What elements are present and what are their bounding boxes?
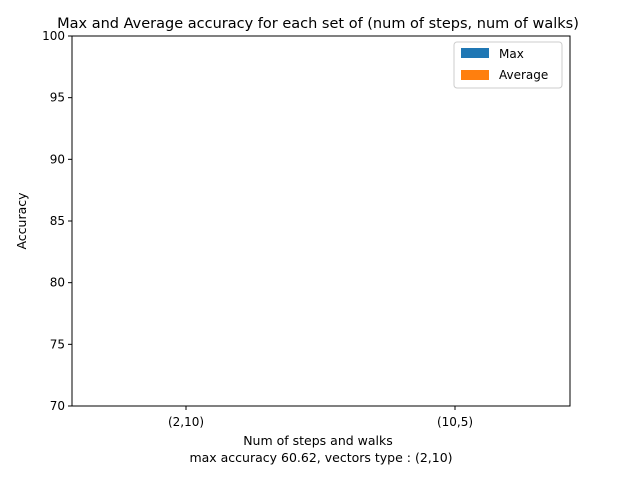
y-axis-label: Accuracy (14, 192, 29, 250)
x-tick-label: (10,5) (437, 415, 473, 429)
x-axis-ticks: (2,10) (10,5) (168, 406, 473, 429)
y-tick-label: 75 (50, 337, 65, 351)
y-tick-label: 80 (50, 276, 65, 290)
plot-frame (71, 35, 571, 407)
legend-swatch-max (461, 48, 489, 58)
x-axis-label: Num of steps and walks (243, 433, 393, 448)
y-tick-label: 95 (50, 91, 65, 105)
y-tick-label: 100 (42, 29, 65, 43)
y-axis-ticks: 70 75 80 85 90 95 100 (42, 29, 72, 413)
legend-label-max: Max (499, 47, 524, 61)
legend: Max Average (453, 41, 563, 89)
x-axis-note: max accuracy 60.62, vectors type : (2,10… (189, 450, 452, 465)
y-tick-label: 70 (50, 399, 65, 413)
y-tick-label: 90 (50, 152, 65, 166)
legend-swatch-average (461, 70, 489, 80)
legend-label-average: Average (499, 68, 548, 82)
chart-title: Max and Average accuracy for each set of… (57, 16, 579, 32)
y-tick-label: 85 (50, 214, 65, 228)
x-tick-label: (2,10) (168, 415, 204, 429)
